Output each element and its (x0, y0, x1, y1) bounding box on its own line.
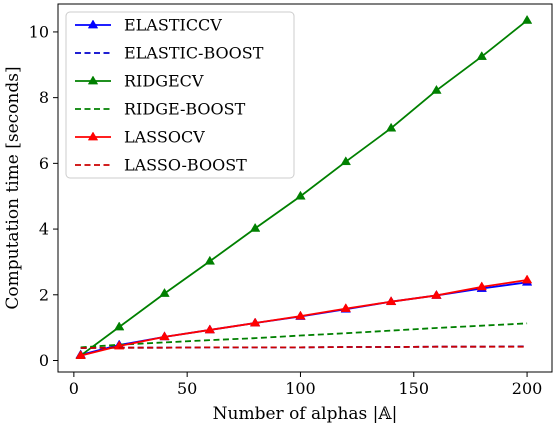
data-point (521, 14, 533, 24)
series-lasso-boost (80, 345, 528, 349)
legend-entry: RIDGECV (75, 72, 204, 91)
y-tick-label: 10 (29, 22, 49, 41)
data-point (476, 51, 487, 60)
series-ridgecv (75, 14, 533, 359)
legend-label: RIDGE-BOOST (124, 100, 246, 119)
legend-label: LASSO-BOOST (124, 156, 247, 175)
series-line (80, 345, 528, 349)
legend-entry: ELASTIC-BOOST (75, 44, 264, 63)
data-point (521, 274, 533, 284)
data-point (249, 222, 261, 232)
y-tick-label: 0 (39, 351, 49, 370)
legend-entry: LASSO-BOOST (75, 156, 247, 175)
data-point (431, 84, 442, 94)
series-lassocv (75, 274, 533, 359)
data-point (113, 321, 125, 331)
data-point (340, 303, 351, 312)
y-axis-label: Computation time [seconds] (3, 66, 23, 309)
data-point (249, 317, 261, 327)
data-point (204, 255, 216, 265)
x-tick-label: 150 (398, 379, 429, 398)
legend-label: RIDGECV (124, 72, 204, 91)
data-point (295, 310, 306, 320)
x-tick-label: 200 (512, 379, 543, 398)
y-tick-label: 6 (39, 154, 49, 173)
data-point (204, 324, 216, 334)
legend-box (65, 11, 295, 179)
y-tick-label: 8 (39, 88, 49, 107)
legend: ELASTICCV ELASTIC-BOOST RIDGECV RIDGE-BOOST… (65, 11, 295, 179)
legend-marker (87, 75, 99, 85)
axes: 0 50 100 150 200 0 2 4 6 8 10 Number of alphas |𝔸| C… (3, 3, 553, 424)
data-point (159, 331, 170, 341)
data-point (385, 122, 397, 132)
series-line (80, 322, 528, 349)
data-point (340, 156, 351, 166)
x-axis-label: Number of alphas |𝔸| (213, 404, 398, 424)
legend-entry: LASSOCV (75, 128, 205, 147)
y-tick-label: 4 (39, 220, 49, 239)
legend-label: ELASTIC-BOOST (124, 44, 264, 63)
x-tick-label: 100 (285, 379, 316, 398)
legend-entry: ELASTICCV (75, 16, 222, 35)
series-ridge-boost (80, 322, 528, 349)
y-tick-label: 2 (39, 285, 49, 304)
data-point (476, 281, 487, 291)
plot-area (75, 14, 533, 359)
data-point (75, 350, 86, 359)
legend-marker (87, 19, 99, 29)
x-tick-label: 0 (69, 379, 79, 398)
data-point (295, 190, 306, 200)
legend-marker (87, 131, 99, 141)
axes-frame (57, 3, 553, 373)
data-point (159, 287, 170, 297)
data-point (431, 289, 442, 299)
x-tick-label: 50 (177, 379, 197, 398)
legend-label: LASSOCV (124, 128, 205, 147)
data-point (385, 296, 397, 306)
legend-entry: RIDGE-BOOST (75, 100, 246, 119)
legend-label: ELASTICCV (124, 16, 222, 35)
